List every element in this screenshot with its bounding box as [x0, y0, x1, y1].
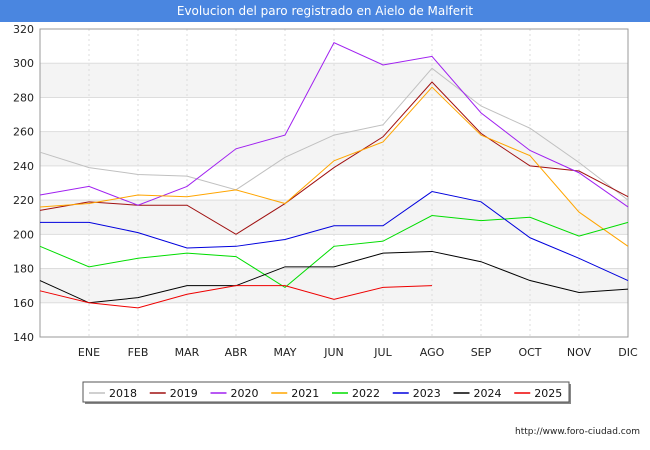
legend-label-2021: 2021: [291, 387, 319, 400]
x-tick-label: AGO: [420, 346, 445, 359]
x-axis-ticks: ENE FEB MAR ABR MAY JUN JUL AGO SEP OCT NOV DIC: [78, 346, 638, 359]
y-tick-label: 220: [13, 194, 34, 207]
x-tick-label: MAY: [274, 346, 297, 359]
series-line-2018: [39, 67, 629, 201]
plot-border: [39, 28, 629, 338]
legend: 2018 2019 2020 2021 2022 2023 2024 2025: [82, 381, 571, 404]
legend-label-2018: 2018: [109, 387, 137, 400]
chart-title: Evolucion del paro registrado en Aielo d…: [0, 0, 650, 22]
x-tick-label: NOV: [567, 346, 592, 359]
y-tick-label: 300: [13, 57, 34, 70]
legend-label-2023: 2023: [413, 387, 441, 400]
x-tick-label: MAR: [175, 346, 200, 359]
series-line-2022: [39, 214, 629, 288]
series-line-2021: [39, 86, 629, 247]
series-lines: [39, 42, 629, 309]
series-line-2020: [39, 42, 629, 208]
x-tick-label: SEP: [471, 346, 492, 359]
legend-box: [82, 381, 570, 403]
legend-label-2025: 2025: [534, 387, 562, 400]
y-tick-label: 280: [13, 91, 34, 104]
y-tick-label: 320: [13, 23, 34, 36]
y-tick-label: 200: [13, 228, 34, 241]
gridlines: [39, 28, 629, 338]
y-tick-label: 260: [13, 126, 34, 139]
y-tick-label: 160: [13, 297, 34, 310]
series-line-2023: [40, 191, 629, 281]
x-tick-label: DIC: [618, 346, 638, 359]
y-tick-label: 180: [13, 263, 34, 276]
x-tick-label: JUN: [323, 346, 344, 359]
x-tick-label: JUL: [373, 346, 392, 359]
x-tick-label: ENE: [78, 346, 100, 359]
y-axis-ticks: 140 160 180 200 220 240 260 280 300 320: [13, 23, 34, 344]
legend-label-2020: 2020: [231, 387, 259, 400]
series-line-2025: [39, 285, 433, 309]
series-line-2024: [39, 250, 629, 304]
legend-label-2022: 2022: [352, 387, 380, 400]
y-tick-label: 140: [13, 331, 34, 344]
legend-label-2024: 2024: [474, 387, 502, 400]
x-tick-label: ABR: [225, 346, 248, 359]
x-tick-label: FEB: [128, 346, 149, 359]
legend-label-2019: 2019: [170, 387, 198, 400]
x-tick-label: OCT: [518, 346, 541, 359]
y-tick-label: 240: [13, 160, 34, 173]
source-url: http://www.foro-ciudad.com: [515, 427, 640, 437]
